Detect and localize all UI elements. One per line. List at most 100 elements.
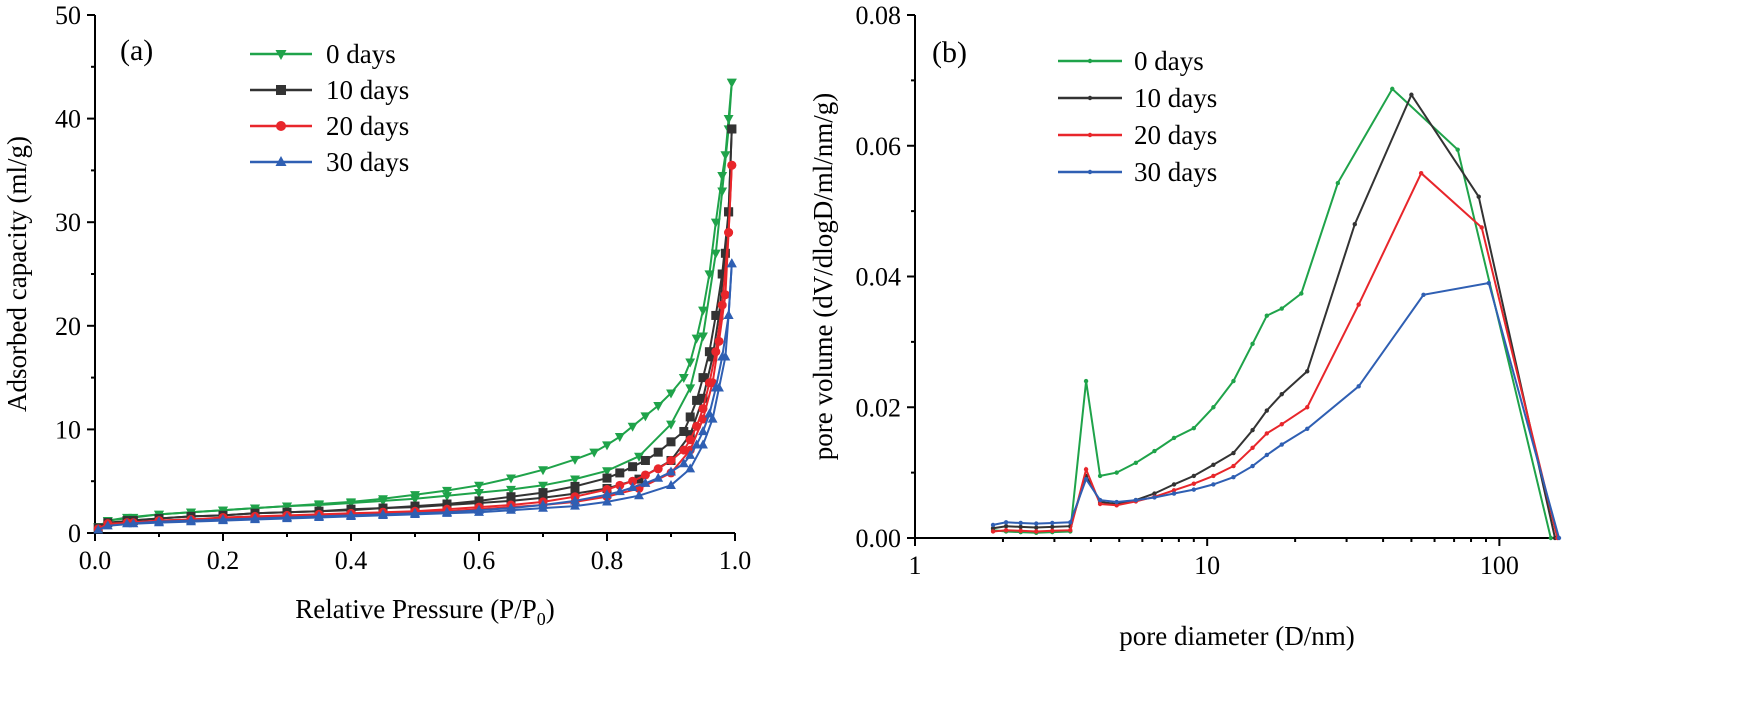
legend-marker bbox=[1087, 58, 1093, 64]
data-point bbox=[990, 529, 996, 534]
series-line bbox=[993, 171, 1559, 539]
data-point bbox=[1133, 497, 1139, 503]
data-point bbox=[1191, 487, 1197, 492]
desorption-point bbox=[122, 518, 132, 528]
desorption-point bbox=[346, 498, 356, 508]
y-tick-label-a: 10 bbox=[55, 415, 81, 444]
series-b-30-days bbox=[990, 280, 1562, 541]
adsorption-point bbox=[634, 452, 644, 462]
y-tick-label-a: 40 bbox=[55, 105, 81, 134]
desorption-point bbox=[698, 404, 708, 414]
desorption-point bbox=[717, 300, 727, 310]
data-point bbox=[1211, 405, 1216, 410]
desorption-point bbox=[614, 486, 625, 496]
data-point bbox=[1152, 448, 1157, 454]
desorption-point bbox=[717, 351, 728, 361]
data-point bbox=[1250, 445, 1255, 450]
desorption-point bbox=[506, 492, 516, 502]
adsorption-point bbox=[685, 463, 696, 473]
data-point bbox=[990, 525, 996, 531]
legend-label: 10 days bbox=[326, 75, 409, 105]
x-tick-label-a: 0.0 bbox=[79, 546, 112, 575]
data-point bbox=[1034, 525, 1039, 530]
desorption-point bbox=[717, 171, 728, 181]
desorption-point bbox=[506, 502, 516, 512]
adsorption-point bbox=[442, 492, 452, 502]
data-point bbox=[1250, 463, 1255, 469]
legend-label: 0 days bbox=[326, 39, 396, 69]
desorption-point bbox=[640, 477, 651, 487]
desorption-point bbox=[717, 269, 727, 279]
desorption-point bbox=[154, 516, 164, 526]
data-point bbox=[1455, 147, 1460, 152]
desorption-point bbox=[627, 482, 638, 492]
data-point bbox=[1279, 422, 1284, 427]
chart-b: 1 10 100 0.00 0.02 0.04 0.06 0.08 pore diameter … bbox=[808, 1, 1562, 651]
legend-label: 30 days bbox=[326, 147, 409, 177]
data-point bbox=[1191, 481, 1197, 486]
desorption-point bbox=[710, 218, 721, 228]
desorption-point bbox=[653, 447, 663, 457]
y-tick-label-a: 0 bbox=[68, 519, 81, 548]
x-axis-title-a: Relative Pressure (P/P0) bbox=[295, 594, 554, 629]
data-point bbox=[1003, 527, 1009, 533]
desorption-point bbox=[711, 310, 721, 320]
desorption-point bbox=[727, 124, 737, 134]
desorption-point bbox=[666, 437, 676, 447]
data-point bbox=[1418, 171, 1424, 176]
desorption-point bbox=[602, 473, 612, 483]
x-tick-label-a: 1.0 bbox=[719, 546, 752, 575]
desorption-point bbox=[615, 480, 625, 490]
desorption-point bbox=[685, 358, 696, 368]
desorption-point bbox=[378, 508, 388, 518]
data-point bbox=[1114, 499, 1119, 505]
data-point bbox=[1114, 470, 1119, 475]
desorption-point bbox=[685, 449, 696, 459]
desorption-point bbox=[653, 464, 663, 474]
adsorption-point bbox=[666, 479, 676, 489]
data-point bbox=[1018, 528, 1023, 534]
data-point bbox=[1556, 535, 1562, 541]
data-point bbox=[1335, 180, 1341, 186]
adsorption-point bbox=[634, 490, 644, 500]
legend-marker bbox=[275, 156, 287, 166]
desorption-point bbox=[698, 373, 708, 383]
data-point bbox=[1264, 452, 1270, 458]
data-point bbox=[1083, 467, 1089, 472]
desorption-point bbox=[538, 466, 548, 476]
desorption-point bbox=[678, 458, 689, 468]
data-point bbox=[1152, 495, 1157, 500]
x-tick-label-b: 1 bbox=[909, 551, 922, 580]
legend-label: 0 days bbox=[1134, 46, 1204, 76]
desorption-point bbox=[614, 433, 625, 443]
data-point bbox=[1264, 313, 1270, 318]
desorption-point bbox=[602, 489, 612, 499]
desorption-point bbox=[704, 378, 714, 388]
data-point bbox=[1476, 194, 1481, 199]
adsorption-line bbox=[97, 165, 733, 530]
desorption-point bbox=[314, 500, 324, 510]
y-axis-title-a: Adsorbed capacity (ml/g) bbox=[2, 136, 32, 412]
desorption-point bbox=[724, 228, 734, 238]
data-point bbox=[1279, 306, 1284, 311]
desorption-point bbox=[666, 466, 676, 476]
series-a-20-days bbox=[93, 160, 737, 534]
desorption-point bbox=[602, 441, 612, 451]
desorption-point bbox=[442, 486, 452, 496]
desorption-point bbox=[692, 421, 702, 431]
data-point bbox=[1356, 384, 1361, 389]
y-tick-label-b: 0.08 bbox=[856, 1, 902, 30]
data-point bbox=[1191, 473, 1197, 479]
legend-a: 0 days 10 days 20 days 30 days bbox=[250, 39, 409, 177]
data-point bbox=[1083, 378, 1089, 384]
data-point bbox=[1299, 291, 1304, 296]
series-a-0-days bbox=[93, 78, 737, 533]
panel-label-b: (b) bbox=[932, 36, 967, 69]
legend-marker bbox=[276, 85, 286, 95]
data-point bbox=[1211, 482, 1216, 487]
data-point bbox=[1305, 369, 1310, 374]
data-point bbox=[1211, 462, 1216, 467]
desorption-point bbox=[640, 412, 651, 422]
data-point bbox=[1018, 524, 1023, 530]
